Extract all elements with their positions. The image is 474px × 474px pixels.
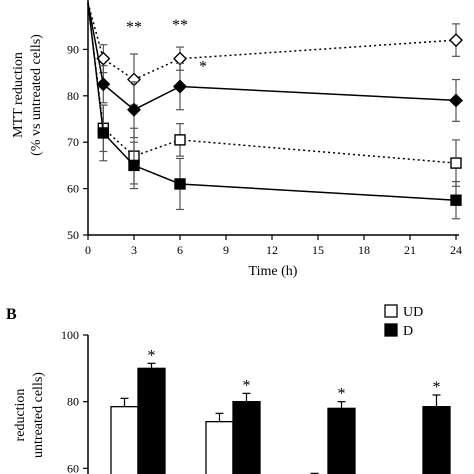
legend-label-d: D xyxy=(403,324,413,339)
data-point-square xyxy=(174,178,186,190)
data-point-diamond xyxy=(449,93,463,108)
y-tick-label: 80 xyxy=(67,395,79,409)
x-tick-label: 15 xyxy=(312,243,324,257)
bar-ud xyxy=(205,421,234,474)
x-tick-label: 18 xyxy=(358,243,370,257)
legend-label-ud: UD xyxy=(403,305,423,320)
data-point-square xyxy=(128,159,140,172)
y-tick-label: 70 xyxy=(67,135,79,149)
panel-b-legend: UD D xyxy=(384,304,423,339)
data-point-diamond xyxy=(96,77,111,92)
data-point-diamond xyxy=(449,33,463,48)
panel-b-label: B xyxy=(6,306,17,323)
significance-marker: * xyxy=(338,386,346,403)
y-tick-label: 100 xyxy=(61,328,79,342)
panel-a-x-axis-label: Time (h) xyxy=(249,264,298,279)
panel-b-y-axis-label-line2: untreated cells) xyxy=(31,372,46,458)
panel-b-bar-chart: B 60 80 100 * * * * UD D reduction untreated … xyxy=(6,304,451,474)
legend-swatch-ud xyxy=(384,304,398,318)
x-tick-label: 21 xyxy=(404,243,416,257)
y-tick-label: 90 xyxy=(67,42,79,56)
significance-marker: ** xyxy=(126,19,142,36)
data-point-diamond xyxy=(96,51,111,66)
series-line-filled-diamond xyxy=(87,2,457,111)
significance-marker: * xyxy=(148,347,156,364)
y-tick-label: 60 xyxy=(67,461,79,474)
data-point-square xyxy=(97,127,110,139)
bar-d xyxy=(327,407,356,474)
x-tick-label: 9 xyxy=(223,243,229,257)
x-tick-label: 6 xyxy=(177,243,183,257)
data-point-square xyxy=(450,157,462,169)
legend-swatch-d xyxy=(384,323,398,337)
panel-a-y-axis-label-line2: (% vs untreated cells) xyxy=(29,34,44,156)
x-tick-label: 24 xyxy=(450,243,462,257)
bar-d xyxy=(232,401,261,474)
x-tick-label: 0 xyxy=(85,243,91,257)
bar-ud xyxy=(110,406,139,474)
series-line-open-diamond xyxy=(87,2,457,81)
significance-marker: * xyxy=(243,377,251,394)
significance-marker: * xyxy=(199,59,207,76)
data-point-square xyxy=(174,134,186,146)
x-tick-label: 3 xyxy=(131,243,137,257)
y-tick-label: 80 xyxy=(67,89,79,103)
bar-d xyxy=(137,367,166,474)
data-point-diamond xyxy=(127,102,141,117)
data-point-diamond xyxy=(173,79,187,94)
series-line-open-square xyxy=(87,2,457,164)
panel-b-y-axis-label-line1: reduction xyxy=(13,389,28,442)
x-tick-label: 12 xyxy=(266,243,278,257)
series-line-filled-square xyxy=(87,2,457,201)
significance-marker: ** xyxy=(172,17,188,34)
panel-a-y-axis-label-line1: MTT reduction xyxy=(11,52,26,138)
data-point-square xyxy=(450,194,462,206)
y-tick-label: 60 xyxy=(67,182,79,196)
significance-marker: * xyxy=(433,379,441,396)
y-tick-label: 50 xyxy=(67,228,79,242)
bar-d xyxy=(422,406,451,474)
